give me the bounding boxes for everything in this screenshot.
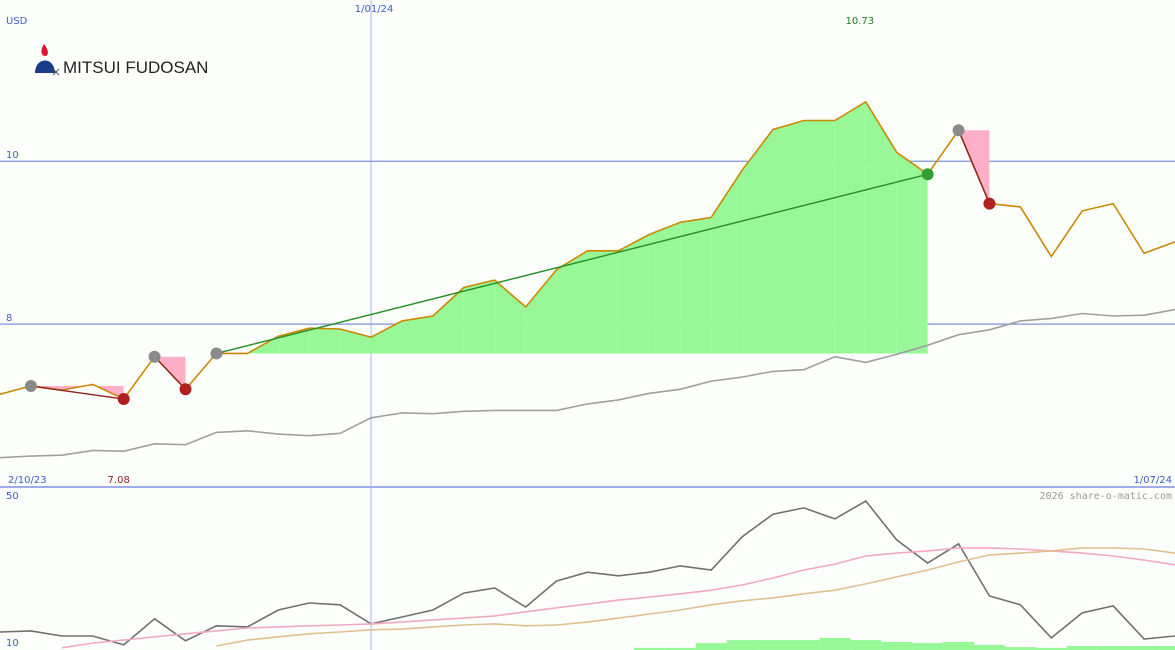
bar [695,643,727,650]
min-label: 7.08 [108,475,130,486]
y-tick-label: 8 [6,313,12,324]
gain-area [340,329,372,354]
start-date: 2/10/23 [8,475,47,486]
entry-marker [210,347,223,360]
bar [664,647,696,650]
y-tick-label: 50 [6,491,19,502]
gain-area [309,328,341,354]
logo-drop [41,44,48,56]
exit-marker [179,383,192,396]
logo-text: MITSUI FUDOSAN [63,58,208,77]
bar [1097,645,1129,650]
unit-label: USD [6,16,28,27]
gain-area [463,280,495,354]
entry-marker [148,350,161,363]
series-line [61,547,1175,649]
gain-area [494,280,526,354]
trade-line [30,385,124,400]
x-tick-label: 1/01/24 [355,4,394,15]
series-line [0,308,1175,459]
trade-line [216,173,928,355]
series-line [216,547,1175,647]
gain-area [649,222,681,354]
gain-area [618,234,650,354]
logo-x [52,68,60,76]
end-date: 1/07/24 [1133,475,1172,486]
bar [726,640,758,650]
bar [1159,645,1175,650]
gain-area [371,320,402,354]
exit-marker [117,393,130,406]
credit: 2026 share-o-matic.com [1040,491,1172,502]
bar [912,643,944,650]
entry-marker [952,124,965,137]
gain-area [525,269,557,354]
gain-area [680,217,712,354]
bar [881,641,913,650]
bar [1128,645,1160,650]
bar [850,640,882,650]
bar [633,647,665,650]
series-line [0,100,1175,401]
trade-line [154,356,187,390]
gain-area [401,315,433,354]
exit-marker [921,168,934,181]
bar [943,641,975,650]
gain-area [742,129,774,354]
bar [1035,647,1067,650]
gain-area [432,287,464,354]
gain-area [773,120,804,354]
entry-marker [24,380,37,393]
gain-area [834,101,866,354]
gain-area [896,152,928,354]
logo-icon [35,44,60,76]
bar [757,640,789,650]
gain-area [711,170,743,354]
y-tick-label: 10 [6,150,19,161]
bar [974,644,1005,650]
bar [1004,647,1036,650]
max-label: 10.73 [845,16,874,27]
gain-area [556,250,588,354]
gain-area [865,101,897,354]
exit-marker [983,197,996,210]
gain-area [587,250,619,354]
bar [819,637,851,650]
trade-line [957,130,991,204]
gain-area [803,120,835,354]
bar [1066,645,1098,650]
y-tick-label: 10 [6,638,19,649]
logo-shape [35,60,55,73]
bar [788,640,820,650]
series-line [0,499,1175,646]
trade [247,101,928,354]
